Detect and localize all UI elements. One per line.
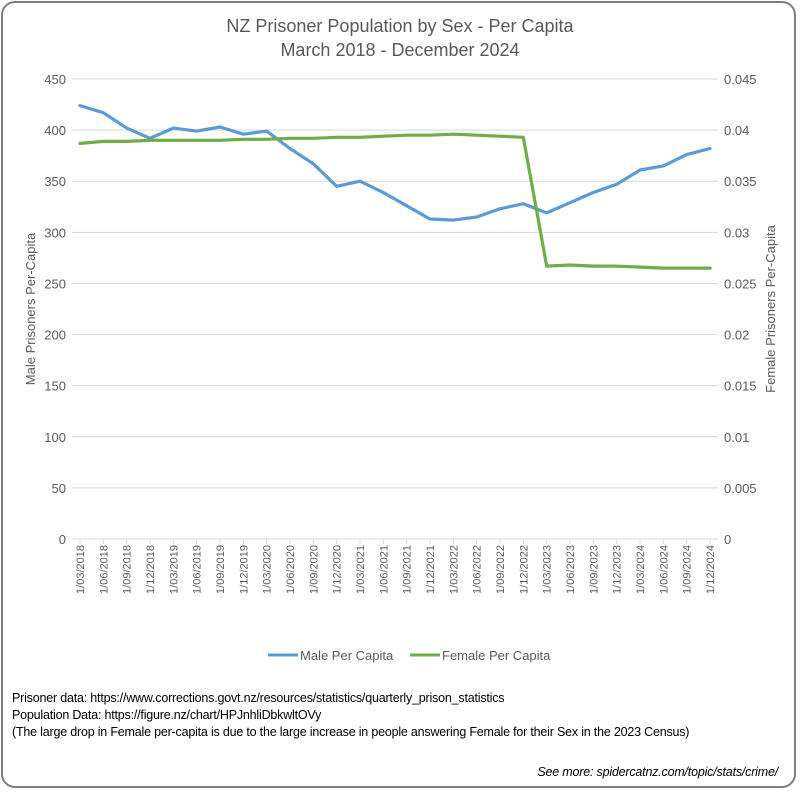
y2-tick-label: 0.025 (724, 276, 757, 291)
source-notes: Prisoner data: https://www.corrections.g… (12, 690, 689, 741)
x-tick-label: 1/12/2021 (425, 545, 437, 594)
y2-tick-label: 0.005 (724, 481, 757, 496)
x-tick-label: 1/03/2023 (542, 545, 554, 594)
x-tick-label: 1/06/2018 (98, 545, 110, 594)
x-tick-label: 1/06/2024 (658, 545, 670, 594)
chart-title: NZ Prisoner Population by Sex - Per Capi… (226, 16, 574, 36)
x-tick-label: 1/09/2021 (402, 545, 414, 594)
series-line-male-per-capita (78, 103, 712, 222)
x-axis-ticks: 1/03/2018 1/06/2018 1/09/2018 1/12/2018 1/03… (72, 538, 718, 594)
see-more-link[interactable]: See more: spidercatnz.com/topic/stats/cr… (537, 765, 778, 779)
x-tick-label: 1/09/2019 (215, 545, 227, 594)
series-line-female-per-capita (78, 132, 712, 270)
x-tick-label: 1/06/2023 (565, 545, 577, 594)
series-lines (78, 103, 712, 270)
x-tick-label: 1/12/2020 (332, 545, 344, 594)
x-tick-label: 1/09/2024 (682, 545, 694, 594)
x-tick-label: 1/03/2019 (168, 545, 180, 594)
x-tick-label: 1/06/2019 (192, 545, 204, 594)
x-tick-label: 1/12/2023 (612, 545, 624, 594)
x-tick-label: 1/06/2020 (285, 545, 297, 594)
x-tick-label: 1/12/2019 (238, 545, 250, 594)
legend-label: Female Per Capita (442, 648, 551, 663)
x-tick-label: 1/06/2021 (378, 545, 390, 594)
x-tick-label: 1/12/2018 (145, 545, 157, 594)
y2-tick-label: 0 (724, 532, 731, 547)
right-axis-ticks: 0 0.005 0.01 0.015 0.02 0.025 0.03 0.035 0.04 0.0… (724, 72, 757, 547)
y-tick-label: 100 (44, 430, 66, 445)
y2-tick-label: 0.04 (724, 123, 749, 138)
y2-tick-label: 0.035 (724, 174, 757, 189)
x-tick-label: 1/06/2022 (472, 545, 484, 594)
y2-tick-label: 0.015 (724, 379, 757, 394)
x-tick-label: 1/03/2021 (355, 545, 367, 594)
y2-tick-label: 0.01 (724, 430, 749, 445)
left-axis-ticks: 0 50 100 150 200 250 300 350 400 450 (44, 72, 66, 547)
x-tick-label: 1/09/2020 (308, 545, 320, 594)
y-tick-label: 350 (44, 174, 66, 189)
x-tick-label: 1/03/2020 (262, 545, 274, 594)
y-tick-label: 450 (44, 72, 66, 87)
x-tick-label: 1/09/2022 (495, 545, 507, 594)
y-tick-label: 0 (59, 532, 66, 547)
legend-label: Male Per Capita (300, 648, 394, 663)
y-tick-label: 50 (52, 481, 66, 496)
prisoner-data-source: Prisoner data: https://www.corrections.g… (12, 691, 505, 705)
y2-axis-label: Female Prisoners Per-Capita (763, 224, 778, 392)
y2-tick-label: 0.02 (724, 328, 749, 343)
y-tick-label: 150 (44, 379, 66, 394)
population-data-source: Population Data: https://figure.nz/chart… (12, 708, 322, 722)
y2-tick-label: 0.03 (724, 225, 749, 240)
y-tick-label: 200 (44, 328, 66, 343)
x-tick-label: 1/12/2022 (518, 545, 530, 594)
explanation-note: (The large drop in Female per-capita is … (12, 725, 690, 739)
x-tick-label: 1/09/2018 (122, 545, 134, 594)
chart-subtitle: March 2018 - December 2024 (280, 40, 520, 60)
x-tick-label: 1/03/2024 (635, 545, 647, 594)
x-tick-label: 1/03/2018 (75, 545, 87, 594)
legend: Male Per Capita Female Per Capita (268, 648, 551, 663)
x-tick-label: 1/09/2023 (588, 545, 600, 594)
y-tick-label: 400 (44, 123, 66, 138)
y-axis-label: Male Prisoners Per-Capita (23, 232, 38, 385)
x-tick-label: 1/12/2024 (705, 545, 717, 594)
y-tick-label: 300 (44, 225, 66, 240)
y2-tick-label: 0.045 (724, 72, 757, 87)
gridlines (72, 78, 718, 540)
line-chart: 0 50 100 150 200 250 300 350 400 450 0 0.005 0.01 0.… (23, 72, 778, 663)
x-tick-label: 1/03/2022 (448, 545, 460, 594)
y-tick-label: 250 (44, 276, 66, 291)
